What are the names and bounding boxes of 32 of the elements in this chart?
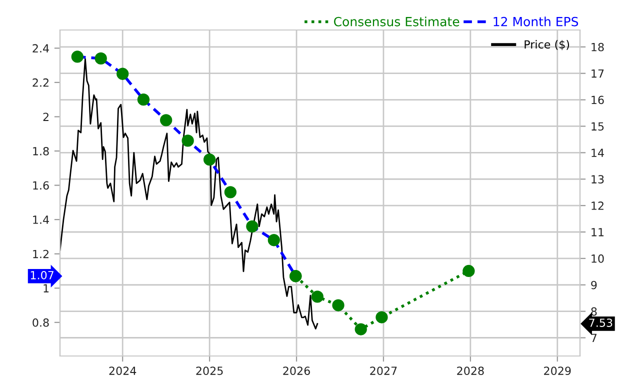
y-tick-label: 2 (43, 112, 48, 121)
y-tick-label: 1.8 (33, 146, 49, 156)
y2-tick-label: 14 (592, 148, 604, 157)
y-tick-label: 2.4 (32, 44, 49, 52)
y2-tick-label: 13 (592, 175, 604, 184)
y-tick-label: 2.2 (32, 78, 48, 87)
y2-tick-label: 11 (592, 228, 604, 236)
y2-tick-label: 12 (592, 202, 604, 210)
x-tick-label: 2024 (109, 366, 136, 376)
x-tick-label: 2027 (370, 366, 397, 376)
y2-tick-label: 7 (591, 334, 597, 342)
y-tick-label: 1 (44, 284, 49, 292)
y-tick-label: 1.6 (33, 181, 49, 190)
y2-tick-label: 18 (592, 42, 604, 52)
legend-label: 12 Month EPS (494, 16, 578, 26)
text: 7.53 (589, 318, 612, 327)
x-tick-label: 2028 (457, 366, 484, 376)
y-tick-label: 0.8 (32, 318, 49, 327)
y-tick-label: 1.4 (33, 216, 49, 224)
y2-tick-label: 17 (592, 69, 604, 78)
y2-tick-label: 10 (592, 254, 604, 263)
y2-tick-label: 16 (592, 96, 604, 104)
x-tick-label: 2025 (196, 366, 223, 376)
x-tick-label: 2029 (544, 366, 571, 376)
legend-label: Consensus Estimate (334, 16, 460, 26)
y2-tick-label: 15 (592, 122, 604, 131)
y2-tick-label: 9 (591, 280, 597, 290)
y-tick-label: 1.2 (33, 250, 48, 258)
text: 1.07 (30, 270, 54, 280)
y2-tick-label: 8 (591, 307, 597, 316)
legend-label: Price ($) (524, 40, 570, 50)
x-tick-label: 2026 (283, 366, 310, 376)
